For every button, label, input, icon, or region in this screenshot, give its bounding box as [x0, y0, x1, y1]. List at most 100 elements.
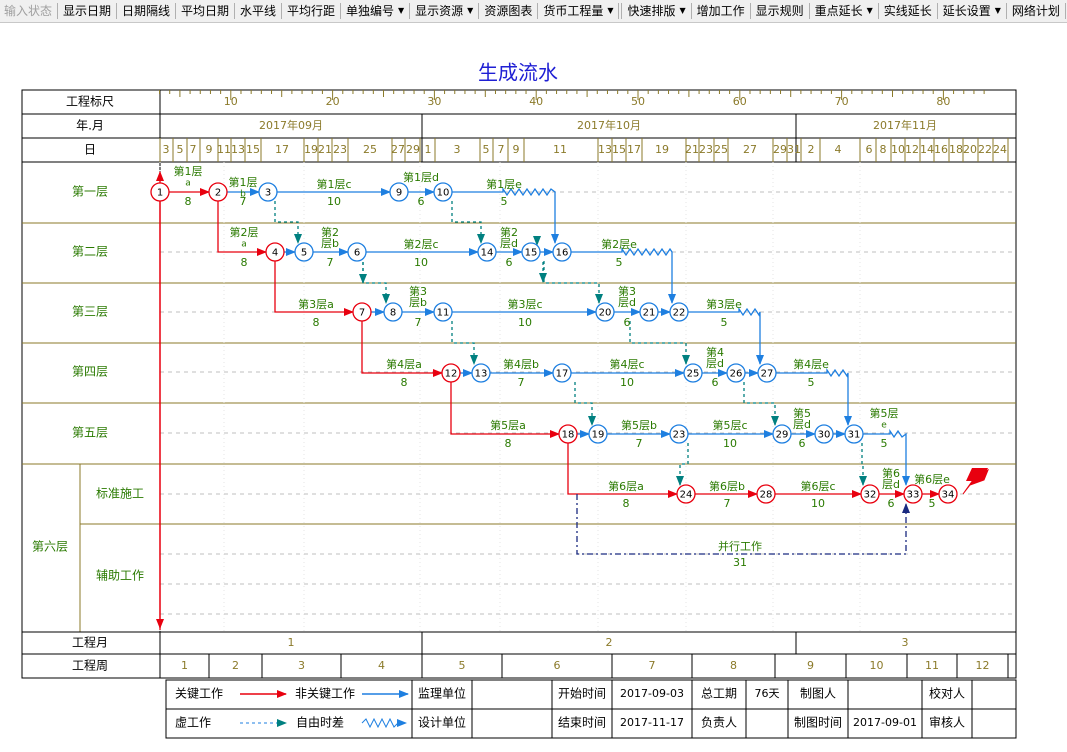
node-5[interactable] — [294, 242, 314, 262]
row-label: 第四层 — [72, 365, 108, 379]
toolbar-button-1[interactable]: 显示日期 — [59, 1, 115, 21]
toolbar-separator — [1064, 3, 1066, 19]
node-23[interactable] — [669, 424, 689, 444]
legend-critical-label: 关键工作 — [175, 687, 223, 701]
node-18[interactable] — [558, 424, 578, 444]
toolbar-button-2[interactable]: 日期隔线 — [118, 1, 174, 21]
node-19[interactable] — [588, 424, 608, 444]
toolbar-button-6[interactable]: 单独编号 ▼ — [342, 1, 408, 21]
node-7[interactable] — [352, 302, 372, 322]
toolbar-button-5[interactable]: 平均行距 — [283, 1, 339, 21]
toolbar-button-7[interactable]: 显示资源 ▼ — [411, 1, 477, 21]
toolbar-button-11[interactable]: 快速排版 ▼ — [623, 1, 689, 21]
node-number: 11 — [437, 308, 450, 319]
node-34[interactable] — [938, 484, 958, 504]
activity-c6a — [567, 443, 678, 498]
day-number: 9 — [206, 143, 213, 156]
day-number: 29 — [773, 143, 787, 156]
node-16[interactable] — [552, 242, 572, 262]
node-10[interactable] — [433, 182, 453, 202]
node-number: 4 — [272, 248, 278, 259]
node-8[interactable] — [383, 302, 403, 322]
node-26[interactable] — [726, 363, 746, 383]
node-15[interactable] — [521, 242, 541, 262]
day-number: 19 — [304, 143, 318, 156]
activity-duration: 5 — [616, 256, 623, 269]
node-21[interactable] — [639, 302, 659, 322]
project-week: 5 — [459, 659, 466, 672]
toolbar-button-14[interactable]: 重点延长 ▼ — [811, 1, 877, 21]
toolbar-button-17[interactable]: 网络计划 — [1008, 1, 1064, 21]
toolbar-button-3[interactable]: 平均日期 — [177, 1, 233, 21]
toolbar-button-0[interactable]: 输入状态 — [0, 1, 56, 21]
activity-subcode: b — [240, 190, 246, 200]
toolbar-button-9[interactable]: 货币工程量 ▼ — [539, 1, 617, 21]
activity-name: 第4层c — [609, 357, 644, 371]
activity-name: 第2 — [500, 225, 518, 239]
project-week: 7 — [649, 659, 656, 672]
day-number: 24 — [993, 143, 1007, 156]
toolbar-button-4[interactable]: 水平线 — [236, 1, 280, 21]
activity-name: 第1层 — [174, 164, 203, 178]
toolbar-separator — [478, 3, 480, 19]
node-12[interactable] — [441, 363, 461, 383]
toolbar-separator — [537, 3, 539, 19]
node-13[interactable] — [471, 363, 491, 383]
node-number: 2 — [215, 188, 221, 199]
node-17[interactable] — [552, 363, 572, 383]
activity-subcode: 层d — [618, 296, 636, 309]
legend-supervisor: 监理单位 — [418, 686, 466, 701]
activity-duration: 5 — [881, 437, 888, 450]
activity-name: 第4层b — [503, 357, 539, 371]
node-2[interactable] — [208, 182, 228, 202]
node-33[interactable] — [903, 484, 923, 504]
node-25[interactable] — [683, 363, 703, 383]
day-number: 7 — [190, 143, 197, 156]
toolbar-button-16[interactable]: 延长设置 ▼ — [939, 1, 1005, 21]
dummy-arrow — [629, 321, 690, 365]
activity-name: 第6层a — [608, 479, 644, 493]
node-32[interactable] — [860, 484, 880, 504]
day-number: 6 — [866, 143, 873, 156]
ruler-tick-label: 30 — [427, 95, 441, 108]
dropdown-arrow-icon: ▼ — [866, 6, 873, 15]
activity-parallel — [576, 494, 910, 555]
node-30[interactable] — [814, 424, 834, 444]
node-28[interactable] — [756, 484, 776, 504]
node-29[interactable] — [772, 424, 792, 444]
node-number: 28 — [760, 490, 773, 501]
activity-duration: 10 — [518, 316, 532, 329]
toolbar-button-15[interactable]: 实线延长 — [880, 1, 936, 21]
node-4[interactable] — [265, 242, 285, 262]
toolbar-button-8[interactable]: 资源图表 — [480, 1, 536, 21]
node-27[interactable] — [757, 363, 777, 383]
node-6[interactable] — [347, 242, 367, 262]
activity-name: 第3层a — [298, 297, 334, 311]
node-24[interactable] — [676, 484, 696, 504]
node-9[interactable] — [389, 182, 409, 202]
activity-duration: 7 — [327, 256, 334, 269]
node-1[interactable] — [150, 182, 170, 202]
node-22[interactable] — [669, 302, 689, 322]
toolbar-button-12[interactable]: 增加工作 — [693, 1, 749, 21]
day-number: 11 — [217, 143, 231, 156]
node-14[interactable] — [477, 242, 497, 262]
row-label: 第一层 — [72, 185, 108, 199]
activity-c4e — [776, 367, 852, 426]
toolbar-button-label: 延长设置 — [942, 4, 991, 18]
activity-subcode: 层d — [706, 357, 724, 370]
node-number: 23 — [673, 430, 686, 441]
project-week: 10 — [870, 659, 884, 672]
node-31[interactable] — [844, 424, 864, 444]
node-11[interactable] — [433, 302, 453, 322]
toolbar-button-13[interactable]: 显示规则 — [752, 1, 808, 21]
day-number: 25 — [363, 143, 377, 156]
activity-name: 第3 — [409, 284, 427, 298]
day-number: 25 — [714, 143, 728, 156]
dummy-arrow — [451, 201, 485, 244]
node-20[interactable] — [595, 302, 615, 322]
day-number: 12 — [905, 143, 919, 156]
ruler-tick-label: 40 — [529, 95, 543, 108]
node-3[interactable] — [258, 182, 278, 202]
activity-duration: 5 — [808, 376, 815, 389]
